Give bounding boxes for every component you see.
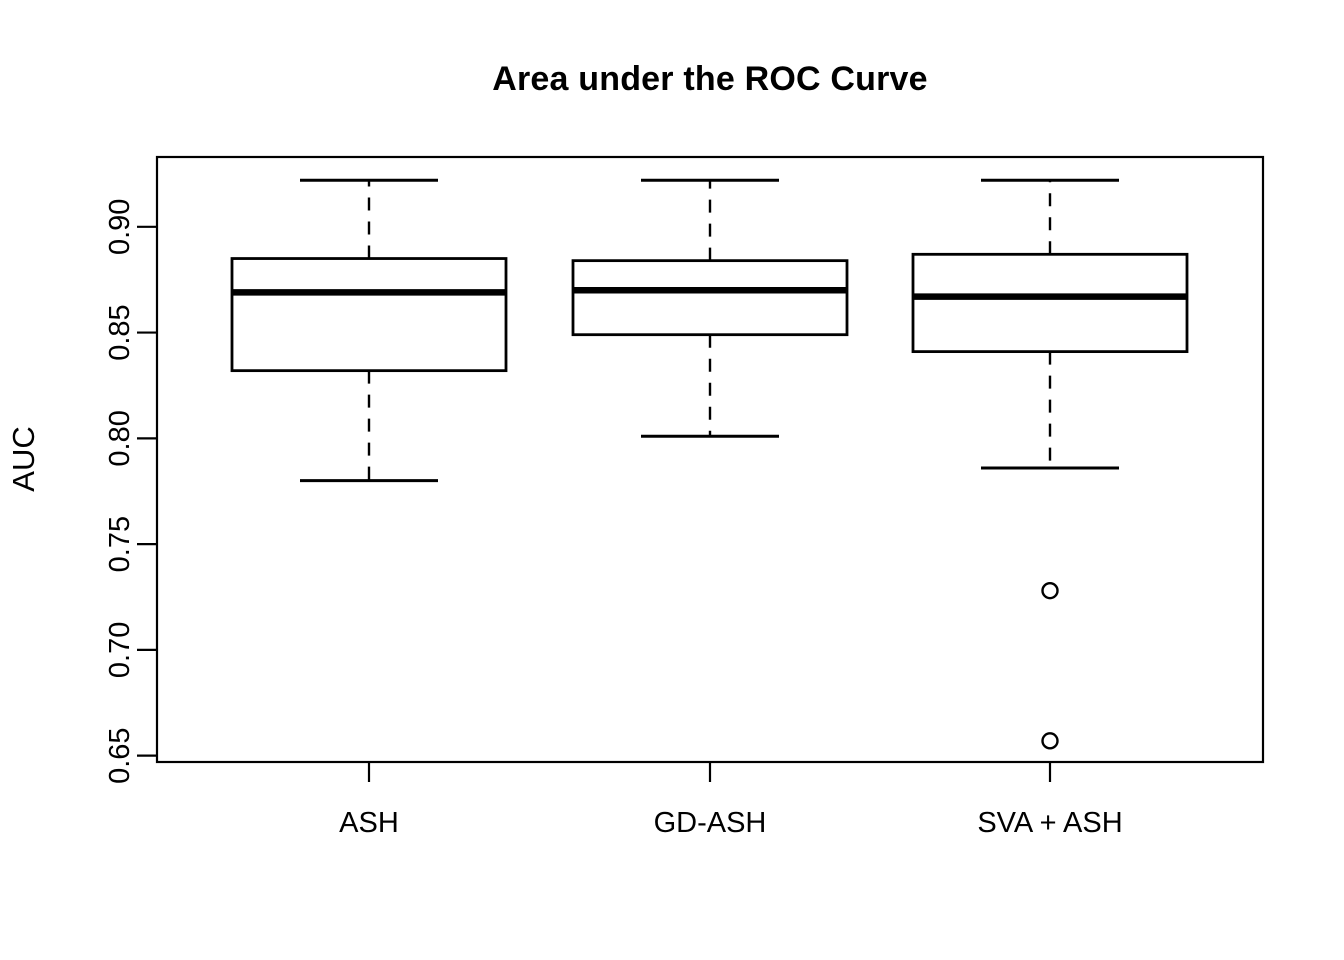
outlier-point <box>1041 581 1059 600</box>
chart-title: Area under the ROC Curve <box>492 60 928 98</box>
iqr-box <box>911 252 1189 354</box>
x-axis-category-label: ASH <box>339 807 399 839</box>
x-axis-category-label: GD-ASH <box>654 807 767 839</box>
y-axis-tick-label: 0.75 <box>104 516 136 572</box>
y-axis-tick-label: 0.80 <box>104 410 136 466</box>
x-axis-category-label: SVA + ASH <box>977 807 1122 839</box>
y-axis-tick-label: 0.90 <box>104 199 136 255</box>
y-axis-tick-label: 0.70 <box>104 622 136 678</box>
y-axis-tick-label: 0.85 <box>104 304 136 360</box>
iqr-box <box>571 259 849 337</box>
y-axis-tick-label: 0.65 <box>104 727 136 783</box>
iqr-box <box>230 257 508 373</box>
outlier-point <box>1041 732 1059 750</box>
